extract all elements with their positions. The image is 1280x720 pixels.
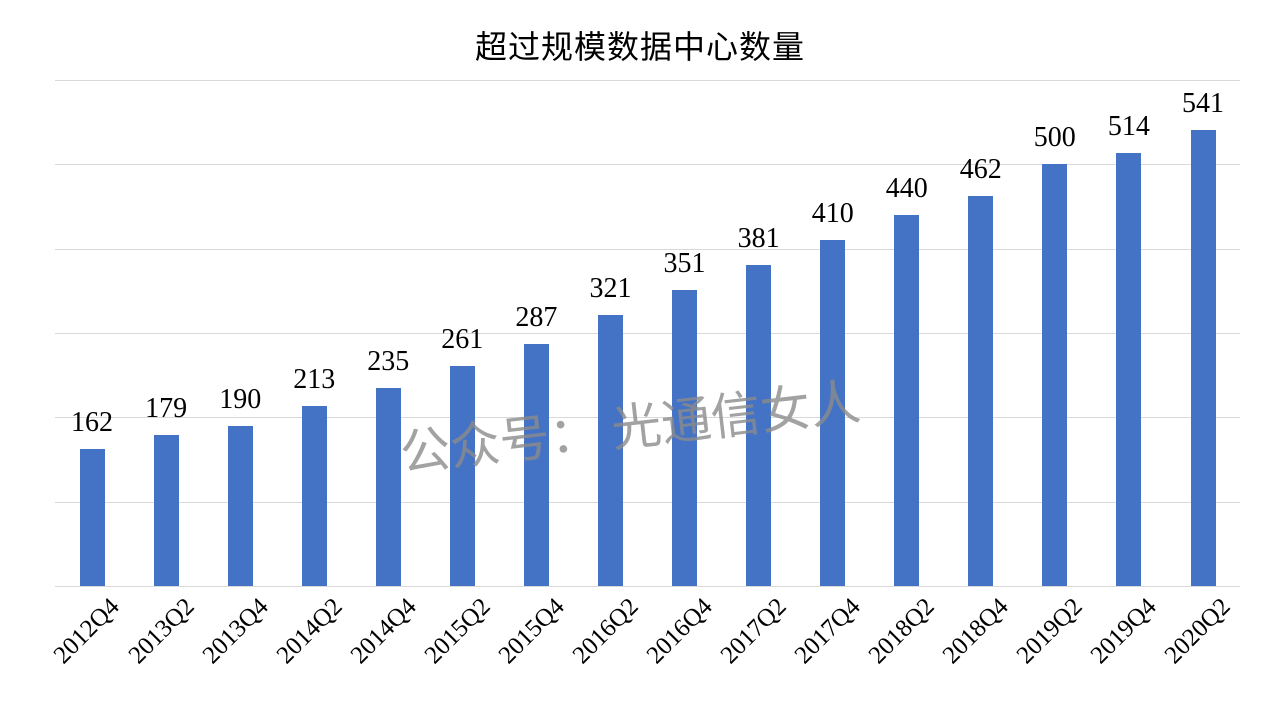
bar-value-label: 410 <box>811 198 854 230</box>
bar-2018Q2 <box>894 214 920 586</box>
x-tick-label: 2016Q2 <box>567 593 644 670</box>
bar-value-label: 261 <box>441 323 484 355</box>
chart-title: 超过规模数据中心数量 <box>474 29 805 65</box>
x-tick-label: 2013Q4 <box>197 593 274 670</box>
x-axis-line <box>55 586 1240 587</box>
bar-value-label: 235 <box>367 345 410 377</box>
gridline <box>55 417 1240 419</box>
x-tick-label: 2019Q2 <box>1011 593 1088 670</box>
gridline <box>55 80 1240 81</box>
x-tick-label: 2015Q2 <box>419 593 496 670</box>
bar-value-label: 351 <box>663 248 706 279</box>
bar-value-label: 321 <box>589 273 632 305</box>
x-tick-label: 2017Q2 <box>715 593 792 670</box>
x-tick-label: 2014Q4 <box>345 593 422 670</box>
x-tick-label: 2018Q4 <box>937 593 1014 670</box>
bar-2014Q2 <box>301 406 327 586</box>
bar-2020Q2 <box>1190 129 1216 586</box>
gridline <box>55 248 1240 250</box>
bar-value-label: 381 <box>737 222 780 254</box>
bar-2014Q4 <box>375 387 401 586</box>
bar-2015Q2 <box>449 365 475 586</box>
bar-2016Q2 <box>598 315 623 586</box>
x-tick-label: 2020Q2 <box>1160 593 1237 670</box>
x-tick-label: 2012Q4 <box>49 593 126 670</box>
bar-value-label: 287 <box>515 302 558 333</box>
x-tick-label: 2015Q4 <box>493 593 570 670</box>
bar-value-label: 190 <box>219 383 262 415</box>
bar-2013Q4 <box>227 425 253 586</box>
bar-2019Q2 <box>1042 164 1068 586</box>
bar-value-label: 541 <box>1182 87 1224 119</box>
bar-2012Q4 <box>79 449 105 586</box>
gridline <box>55 333 1240 334</box>
bar-2019Q4 <box>1116 152 1142 586</box>
x-tick-label: 2018Q2 <box>863 593 940 670</box>
bar-2013Q2 <box>153 435 179 586</box>
x-tick-label: 2019Q4 <box>1085 593 1162 670</box>
bar-value-label: 440 <box>885 172 928 204</box>
bar-value-label: 213 <box>293 364 336 396</box>
x-tick-label: 2013Q2 <box>123 593 200 670</box>
bar-2017Q4 <box>820 240 846 586</box>
x-tick-label: 2014Q2 <box>271 593 348 670</box>
bar-value-label: 179 <box>145 393 188 424</box>
bar-value-label: 514 <box>1107 110 1150 142</box>
x-tick-label: 2016Q4 <box>641 593 718 670</box>
bar-value-label: 162 <box>71 407 113 439</box>
bar-2016Q4 <box>672 290 697 586</box>
bar-2017Q2 <box>746 264 772 586</box>
bar-2018Q4 <box>968 196 994 586</box>
gridline <box>55 164 1240 166</box>
bar-value-label: 462 <box>959 154 1002 186</box>
bar-2015Q4 <box>523 344 549 586</box>
bar-value-label: 500 <box>1033 122 1076 154</box>
x-tick-label: 2017Q4 <box>789 593 866 670</box>
gridline <box>55 501 1240 503</box>
